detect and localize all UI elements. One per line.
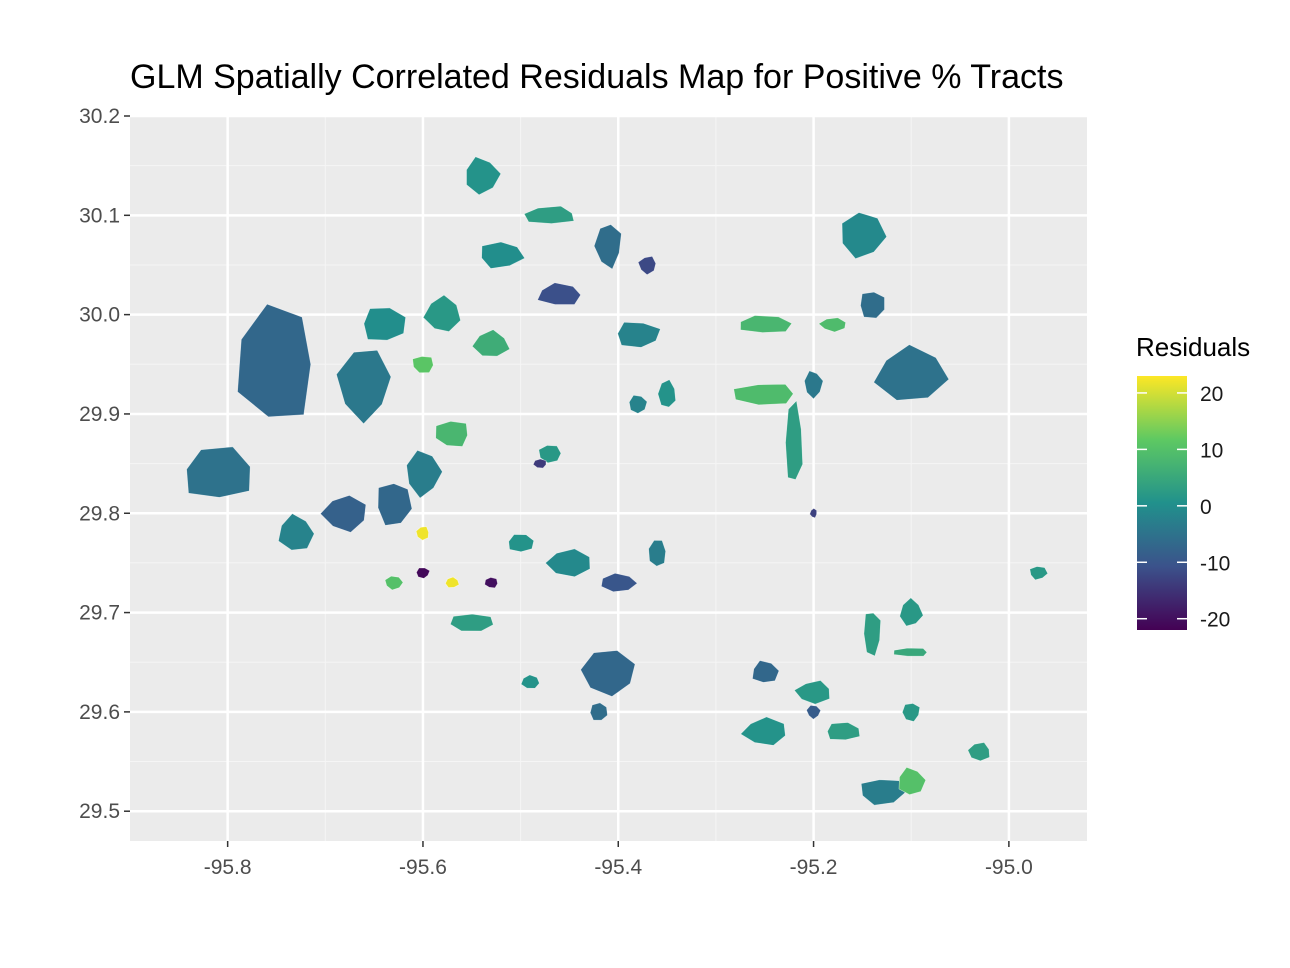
y-tick-label: 29.6 [79,701,120,724]
tract-region [1029,566,1049,581]
legend-ticks: 20 10 0 -10 -20 [1137,383,1230,632]
tract-region [580,650,636,697]
tract-region [538,445,562,464]
tract-region [860,291,885,319]
tract-region [752,660,780,683]
tract-region [471,329,511,357]
x-tick-label: -95.0 [985,856,1033,879]
tract-region [967,742,990,762]
tract-region [508,534,535,553]
y-tick-label: 29.9 [79,403,120,426]
legend-tick-label: 10 [1200,439,1223,462]
x-tick-label: -95.6 [399,856,447,879]
legend-colorbar [1137,376,1187,630]
tract-region [481,241,526,269]
tract-region [466,156,502,196]
tract-region [537,282,582,305]
y-tick-label: 30.2 [79,105,120,128]
tract-region [740,716,786,746]
tract-region [445,576,460,588]
tract-region [898,766,927,796]
tract-region [827,722,861,741]
tract-region [600,572,638,593]
y-tick-label: 30.0 [79,304,120,327]
tract-region [806,704,822,720]
tract-region [818,317,847,333]
tract-region [186,446,251,498]
tract-region [377,483,413,526]
tract-region [863,612,882,657]
tract-region [484,577,498,589]
legend-title: Residuals [1136,332,1250,362]
tract-region [617,321,661,348]
x-tick-label: -95.4 [594,856,642,879]
tract-region [406,449,443,499]
tract-region [628,394,648,414]
tract-region [422,294,461,332]
tract-region [412,356,434,374]
tract-region [899,597,924,627]
y-axis: 29.5 29.6 29.7 29.8 29.9 30.0 30.1 30.2 [79,105,130,823]
x-tick-label: -95.8 [204,856,252,879]
tract-region [520,674,540,689]
x-tick-label: -95.2 [790,856,838,879]
y-tick-label: 29.8 [79,502,120,525]
tract-region [319,495,367,533]
tract-region [532,458,547,469]
tract-region [785,400,804,480]
tract-region [860,779,906,806]
tract-region [416,567,431,579]
tract-region [237,303,312,418]
tract-region [901,703,921,722]
tract-region [384,575,404,591]
tract-region [363,307,407,341]
y-tick-label: 29.5 [79,800,120,823]
tract-region [435,420,468,447]
tract-region [657,379,677,408]
tract-region [336,349,392,425]
tract-region [804,370,824,400]
tract-region [893,647,928,657]
tract-regions [186,156,1049,806]
tract-region [648,539,667,567]
legend-tick-label: -20 [1200,609,1230,632]
y-tick-label: 30.1 [79,204,120,227]
legend: Residuals 20 10 0 -10 -20 [1136,332,1250,632]
tract-region [740,315,793,333]
tract-region [809,508,818,519]
tract-region [637,255,657,276]
tract-region [589,702,608,721]
legend-tick-label: 20 [1200,383,1223,406]
tract-region [593,224,622,270]
tract-region [793,680,830,705]
tract-region [544,548,591,578]
plot-panel [130,116,1087,841]
legend-tick-label: 0 [1200,496,1212,519]
x-axis: -95.8 -95.6 -95.4 -95.2 -95.0 [204,841,1033,879]
tract-region [733,383,794,406]
tract-region [873,344,950,401]
tract-region [523,205,575,224]
chart-title: GLM Spatially Correlated Residuals Map f… [130,58,1064,96]
tract-region [841,212,888,260]
tract-region [278,513,315,551]
tract-region [415,526,429,541]
tract-region [449,613,494,632]
legend-tick-label: -10 [1200,552,1230,575]
y-tick-label: 29.7 [79,602,120,625]
